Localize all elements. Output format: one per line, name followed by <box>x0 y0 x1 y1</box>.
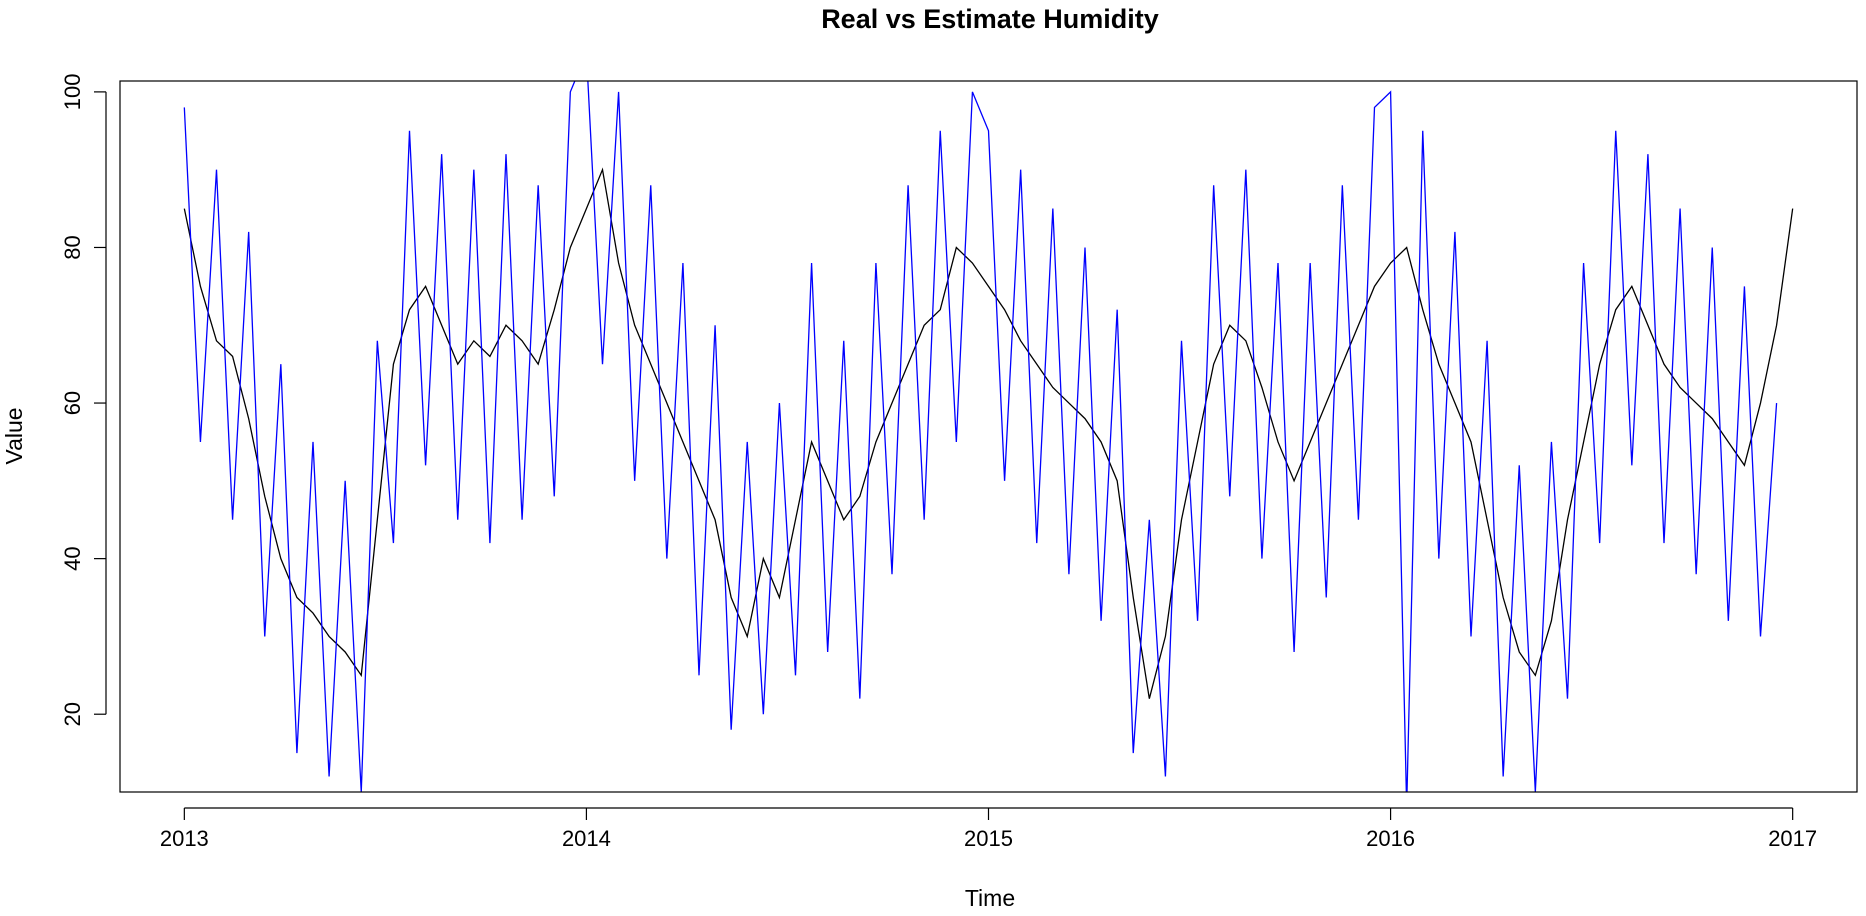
x-axis-label: Time <box>965 885 1015 911</box>
x-tick-label: 2016 <box>1366 826 1415 851</box>
y-tick-label: 60 <box>60 391 85 415</box>
plot-frame <box>119 80 1858 793</box>
x-tick-label: 2015 <box>964 826 1013 851</box>
series-line <box>183 81 1778 792</box>
x-tick-label: 2017 <box>1768 826 1817 851</box>
y-tick-label: 80 <box>60 235 85 259</box>
x-tick-label: 2014 <box>562 826 611 851</box>
y-tick-label: 20 <box>60 702 85 726</box>
y-tick-label: 100 <box>60 74 85 111</box>
series-line <box>183 167 1794 699</box>
y-axis-label: Value <box>1 407 27 464</box>
x-tick-label: 2013 <box>160 826 209 851</box>
chart-title: Real vs Estimate Humidity <box>821 4 1159 34</box>
plot-area <box>183 81 1794 792</box>
y-tick-label: 40 <box>60 546 85 570</box>
